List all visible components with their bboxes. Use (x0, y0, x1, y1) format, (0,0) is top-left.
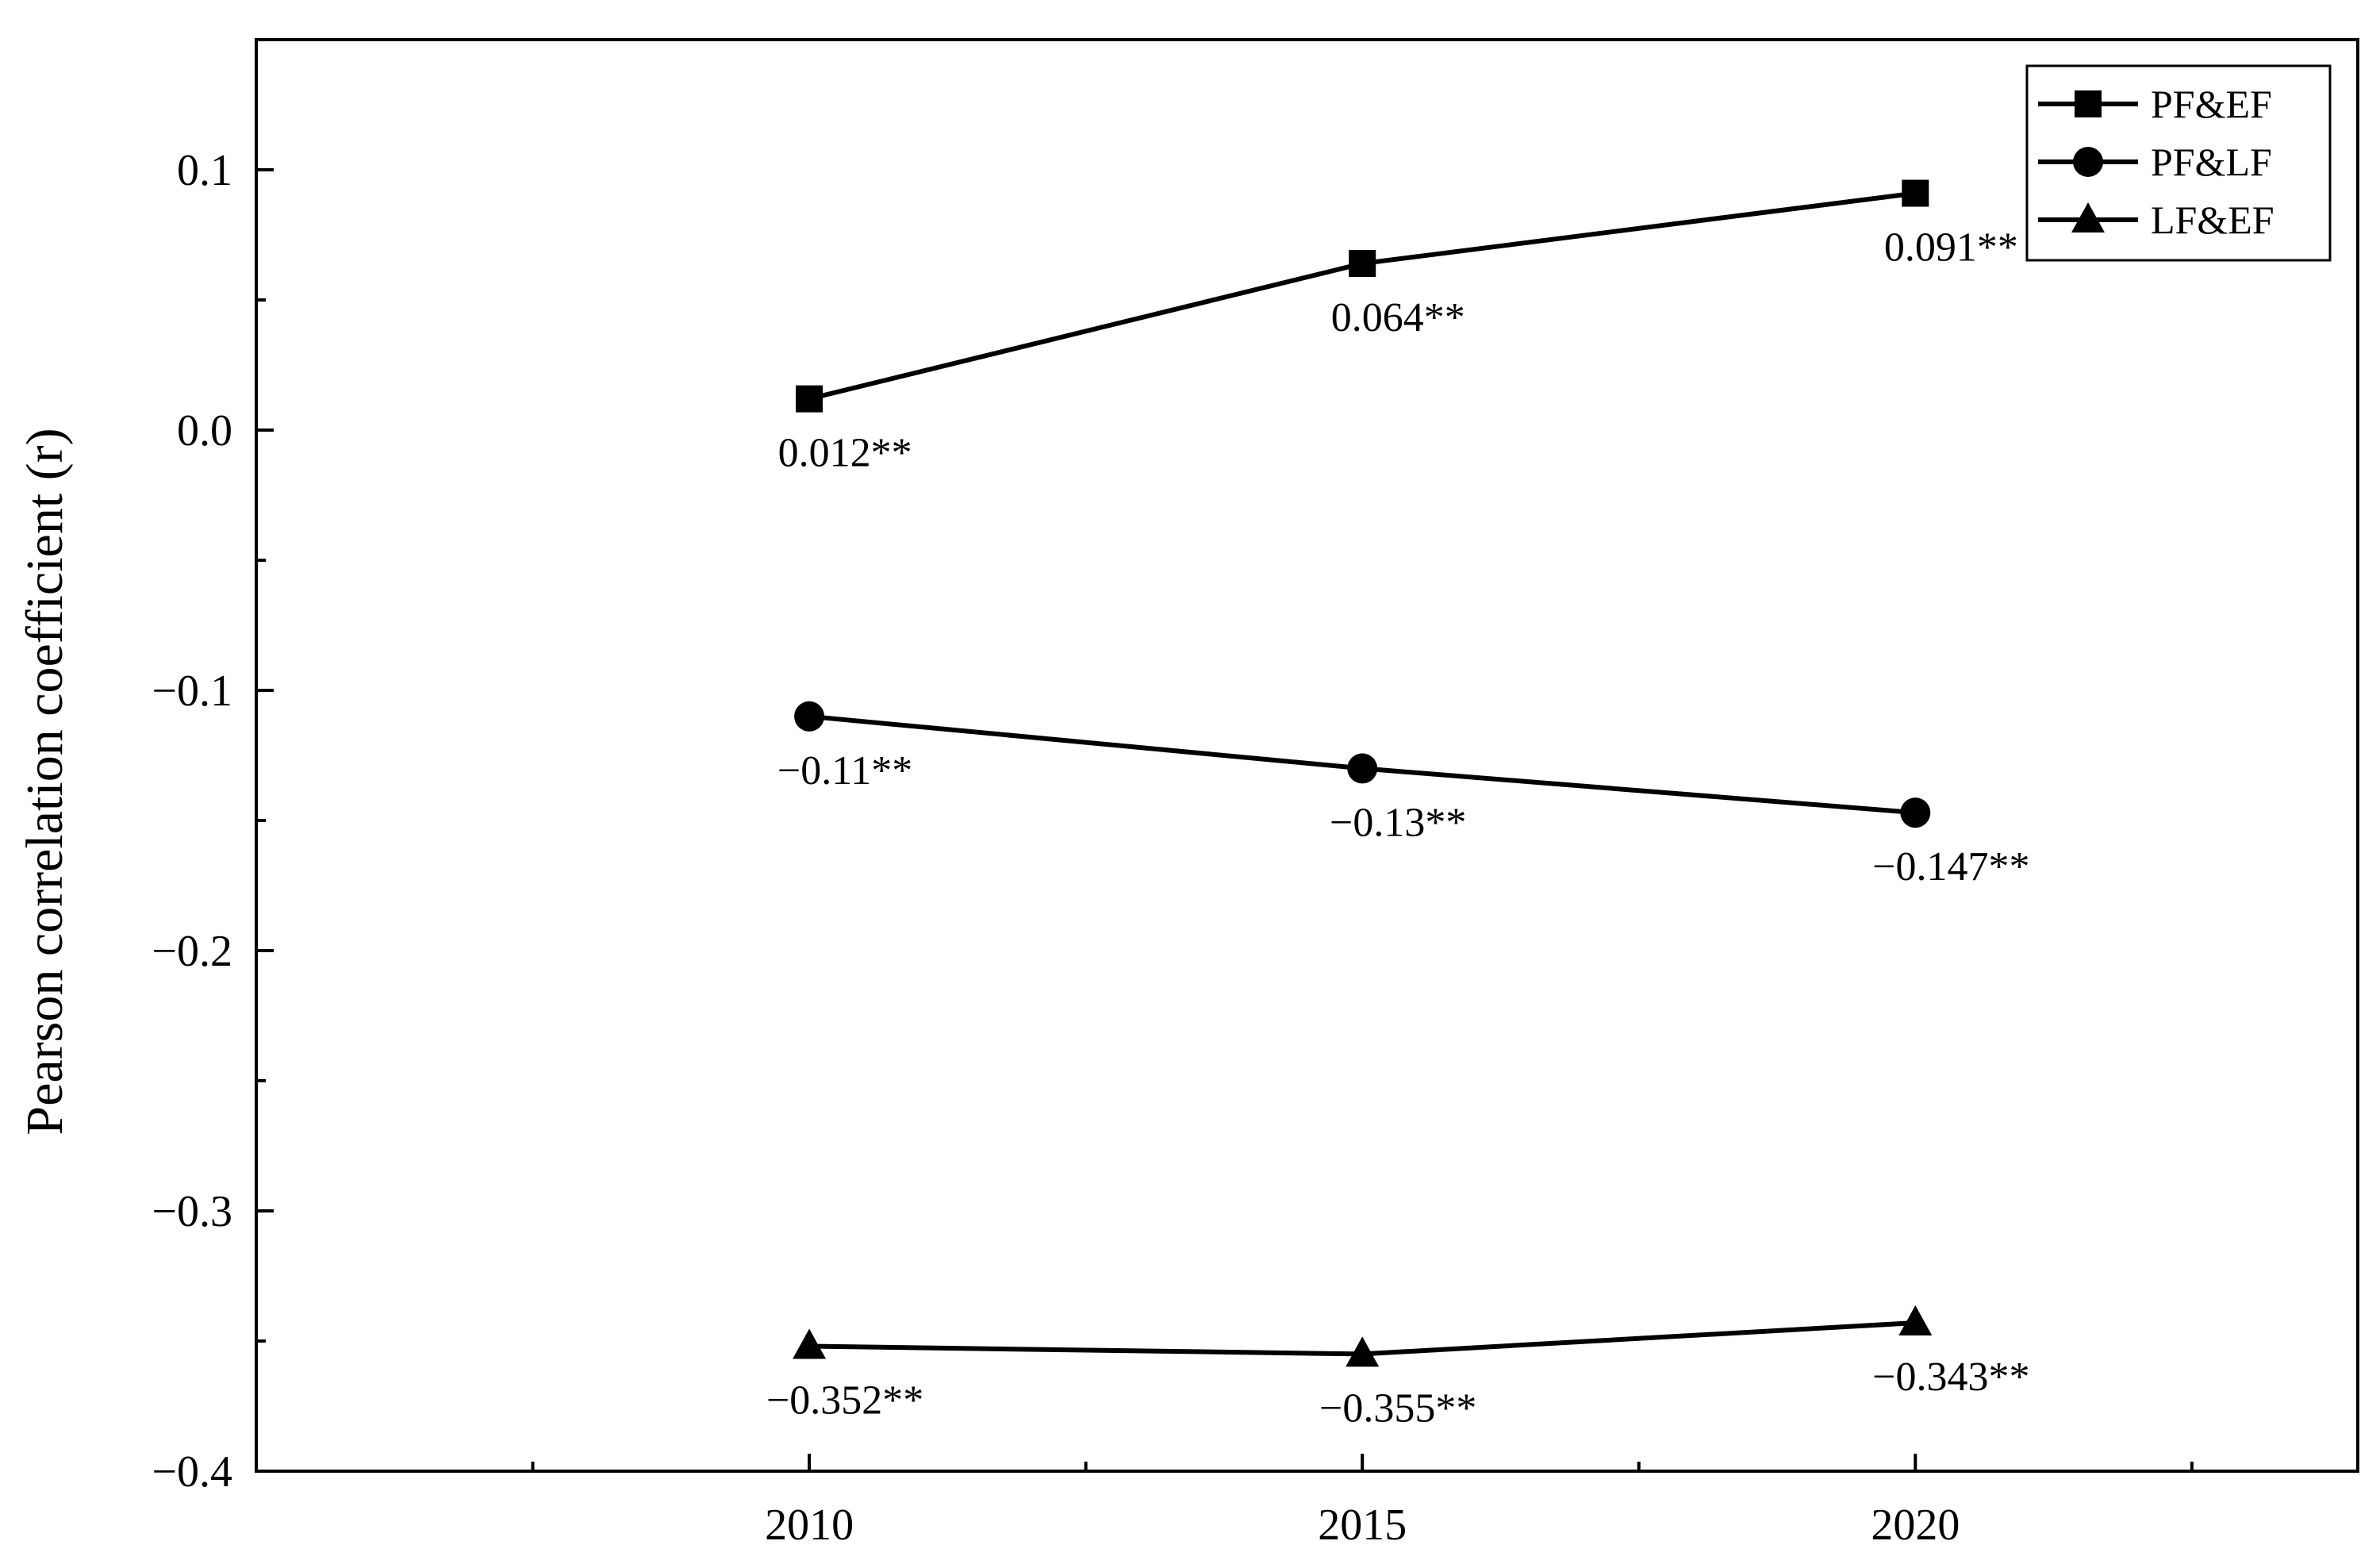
series-layer: 0.012** 0.064** 0.091** −0.11** −0.13** −0.14… (766, 179, 2029, 1431)
legend-item: PF&LF (2038, 140, 2272, 184)
data-point (1900, 797, 1931, 828)
data-point (796, 385, 823, 413)
data-label: 0.012** (778, 431, 912, 476)
data-point (1898, 1305, 1933, 1336)
x-tick-label: 2020 (1871, 1501, 1960, 1550)
legend-label: LF&EF (2151, 198, 2274, 242)
data-label: −0.147** (1872, 844, 2029, 890)
legend-label: PF&LF (2151, 140, 2272, 184)
data-point (1345, 1336, 1380, 1367)
legend: PF&EF PF&LF LF&EF (2025, 64, 2332, 262)
plot-frame (255, 38, 2359, 1473)
data-label: 0.064** (1331, 295, 1465, 340)
data-label: −0.355** (1319, 1385, 1476, 1431)
y-tick-label: −0.4 (152, 1447, 232, 1497)
legend-item: LF&EF (2038, 198, 2274, 242)
data-point (794, 701, 825, 732)
legend-marker (2075, 90, 2102, 117)
data-label: −0.13** (1330, 800, 1466, 845)
legend-item: PF&EF (2038, 82, 2272, 126)
data-point (1347, 753, 1378, 784)
series-pf-ef: 0.012** 0.064** 0.091** (778, 179, 2018, 476)
series-pf-lf: −0.11** −0.13** −0.147** (777, 701, 2029, 890)
y-axis: 0.1 0.0 −0.1 −0.2 −0.3 −0.4 (152, 146, 274, 1497)
data-label: 0.091** (1884, 225, 2018, 271)
y-axis-title: Pearson correlation coefficient (r) (16, 428, 74, 1135)
data-point (1349, 250, 1376, 278)
legend-marker (2073, 147, 2103, 177)
data-label: −0.343** (1872, 1355, 2029, 1400)
data-point (1902, 179, 1929, 207)
legend-marker (2071, 202, 2105, 232)
series-lf-ef: −0.352** −0.355** −0.343** (766, 1305, 2029, 1431)
data-label: −0.352** (766, 1378, 923, 1424)
plot-border (255, 38, 2359, 1473)
y-tick-label: −0.3 (152, 1187, 232, 1236)
data-label: −0.11** (777, 748, 912, 794)
y-tick-label: −0.2 (152, 927, 232, 976)
y-tick-label: 0.1 (177, 146, 232, 195)
y-tick-label: −0.1 (152, 667, 232, 716)
x-tick-label: 2015 (1318, 1501, 1407, 1550)
data-point (793, 1328, 827, 1359)
legend-label: PF&EF (2151, 82, 2272, 126)
y-tick-label: 0.0 (177, 406, 232, 455)
x-tick-label: 2010 (765, 1501, 854, 1550)
x-axis: 2010 2015 2020 (531, 1454, 2194, 1550)
